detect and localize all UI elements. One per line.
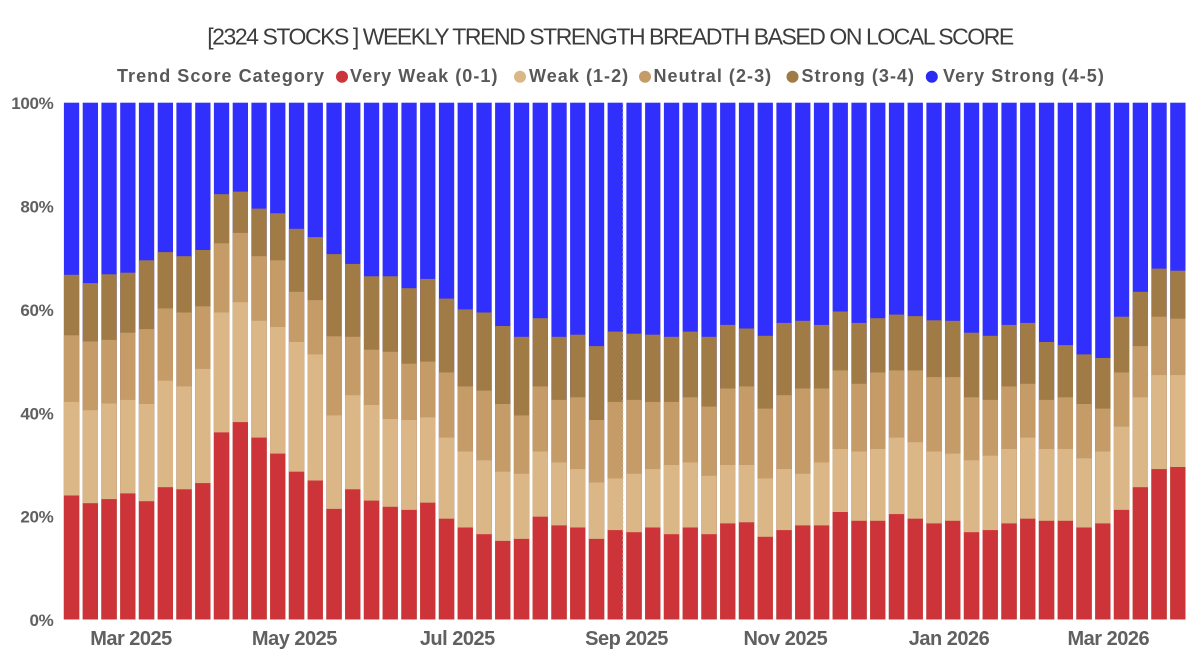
svg-text:Jul 2025: Jul 2025 <box>420 628 495 650</box>
svg-text:0%: 0% <box>30 611 54 630</box>
svg-text:20%: 20% <box>20 508 53 527</box>
svg-text:Neutral (2-3): Neutral (2-3) <box>654 66 773 86</box>
svg-text:Very Strong (4-5): Very Strong (4-5) <box>943 66 1105 86</box>
svg-text:80%: 80% <box>20 198 53 217</box>
svg-text:40%: 40% <box>20 404 53 423</box>
svg-text:Mar 2025: Mar 2025 <box>90 628 172 650</box>
svg-text:Weak (1-2): Weak (1-2) <box>529 66 629 86</box>
svg-text:60%: 60% <box>20 301 53 320</box>
svg-text:May 2025: May 2025 <box>252 628 337 650</box>
svg-text:100%: 100% <box>11 94 53 113</box>
svg-text:Nov 2025: Nov 2025 <box>743 628 827 650</box>
svg-text:Strong (3-4): Strong (3-4) <box>802 66 916 86</box>
svg-text:Jan 2026: Jan 2026 <box>909 628 990 650</box>
svg-text:Mar 2026: Mar 2026 <box>1067 628 1149 650</box>
svg-text:Very Weak (0-1): Very Weak (0-1) <box>350 66 499 86</box>
svg-text:Sep 2025: Sep 2025 <box>585 628 668 650</box>
svg-text:[2324 STOCKS ] WEEKLY TREND ST: [2324 STOCKS ] WEEKLY TREND STRENGTH BRE… <box>207 24 1014 50</box>
svg-text:Trend Score Category: Trend Score Category <box>117 66 325 86</box>
